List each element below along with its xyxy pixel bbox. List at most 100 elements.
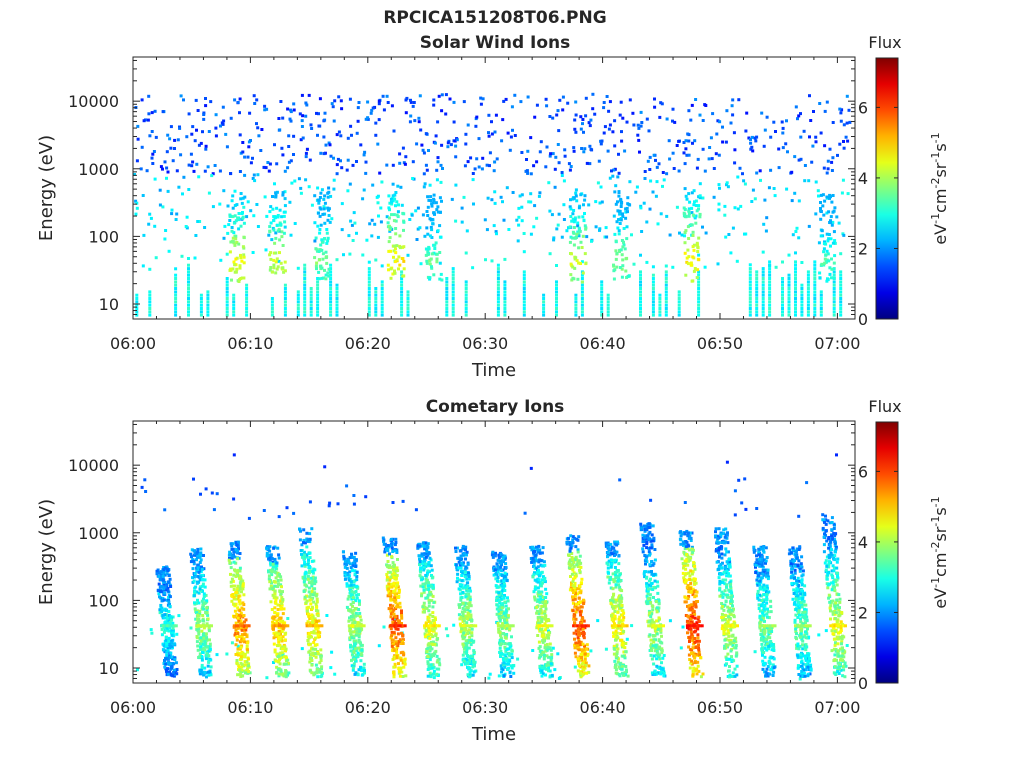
data-cell: [620, 139, 624, 143]
data-cell: [329, 154, 333, 158]
data-cell: [696, 250, 700, 253]
data-cell: [697, 204, 701, 208]
data-cell: [204, 593, 208, 597]
data-cell: [339, 134, 343, 138]
data-cell: [464, 290, 468, 294]
data-cell: [241, 216, 245, 220]
data-cell: [574, 188, 578, 192]
data-cell: [288, 200, 292, 204]
data-cell: [201, 130, 204, 134]
data-cell: [392, 612, 396, 616]
data-cell: [173, 656, 177, 660]
data-cell: [308, 598, 312, 602]
data-cell: [314, 624, 317, 628]
data-cell: [616, 200, 619, 204]
data-cell: [620, 201, 624, 204]
data-cell: [243, 652, 247, 656]
data-cell: [360, 668, 363, 672]
data-cell: [794, 270, 797, 274]
data-cell: [402, 220, 406, 224]
data-cell: [348, 556, 352, 560]
data-cell: [150, 130, 154, 133]
data-cell: [387, 268, 390, 272]
data-cell: [545, 145, 549, 149]
data-cell: [422, 568, 426, 572]
data-cell: [664, 280, 668, 284]
data-cell: [169, 146, 173, 150]
data-cell: [281, 193, 285, 197]
data-cell: [200, 671, 204, 675]
data-cell: [364, 495, 368, 499]
data-cell: [355, 593, 359, 597]
data-cell: [780, 120, 784, 124]
data-cell: [553, 668, 557, 672]
data-cell: [362, 662, 366, 666]
data-cell: [842, 233, 846, 237]
data-cell: [155, 572, 159, 576]
data-cell: [394, 586, 398, 590]
data-cell: [309, 576, 313, 580]
data-cell: [428, 234, 432, 238]
data-cell: [280, 585, 283, 589]
data-cell: [393, 596, 397, 600]
data-cell: [218, 169, 222, 173]
data-cell: [232, 221, 236, 225]
data-cell: [645, 260, 649, 264]
data-cell: [667, 139, 671, 143]
data-cell: [396, 184, 400, 188]
data-cell: [797, 199, 801, 203]
data-cell: [204, 654, 208, 658]
data-cell: [283, 169, 287, 173]
data-cell: [555, 297, 558, 300]
data-cell: [847, 108, 851, 112]
data-cell: [237, 547, 240, 551]
data-cell: [230, 544, 234, 548]
data-cell: [327, 207, 331, 211]
data-cell: [350, 653, 354, 657]
data-cell: [235, 267, 239, 271]
data-cell: [314, 594, 318, 598]
data-cell: [745, 111, 749, 115]
data-cell: [731, 226, 735, 230]
data-cell: [140, 145, 144, 149]
data-cell: [286, 661, 290, 665]
data-cell: [579, 115, 583, 119]
data-cell: [404, 111, 408, 115]
data-cell: [352, 590, 356, 594]
data-cell: [388, 578, 392, 582]
data-cell: [451, 297, 455, 300]
data-cell: [340, 228, 344, 232]
data-cell: [437, 661, 441, 665]
unit-base: cm: [931, 189, 950, 213]
data-cell: [350, 610, 354, 614]
data-cell: [314, 236, 318, 240]
data-cell: [282, 231, 286, 235]
data-cell: [234, 597, 238, 601]
data-cell: [234, 643, 238, 647]
data-cell: [819, 193, 823, 197]
data-cell: [335, 303, 339, 307]
data-cell: [454, 155, 458, 159]
data-cell: [460, 596, 464, 599]
data-cell: [402, 161, 406, 165]
data-cell: [458, 617, 462, 621]
data-cell: [201, 650, 204, 654]
data-cell: [319, 675, 323, 679]
data-cell: [394, 607, 398, 610]
data-cell: [694, 98, 698, 101]
data-cell: [385, 584, 389, 588]
data-cell: [367, 293, 371, 297]
data-cell: [585, 235, 589, 239]
data-cell: [346, 597, 350, 601]
data-cell: [299, 138, 303, 142]
data-cell: [163, 580, 167, 584]
data-cell: [621, 258, 625, 262]
data-cell: [419, 575, 423, 579]
data-cell: [147, 94, 151, 98]
data-cell: [374, 313, 378, 317]
data-cell: [245, 215, 249, 219]
data-cell: [356, 654, 360, 658]
data-cell: [335, 310, 339, 314]
data-cell: [389, 594, 393, 598]
data-cell: [197, 655, 201, 659]
